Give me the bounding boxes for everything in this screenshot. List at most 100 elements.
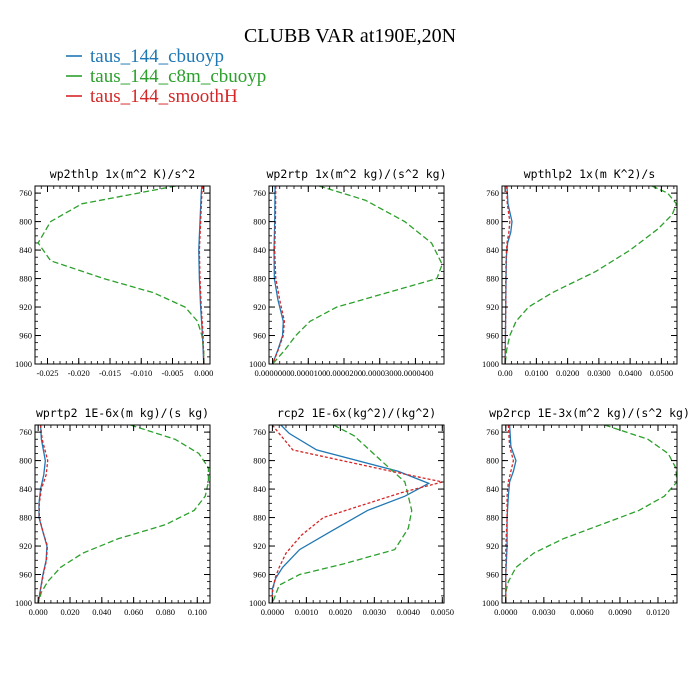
x-tick-label: -0.005 bbox=[162, 368, 184, 378]
legend-label: taus_144_c8m_cbuoyp bbox=[90, 66, 266, 87]
legend-entry: taus_144_smoothH bbox=[66, 86, 238, 107]
y-tick-label: 1000 bbox=[249, 359, 266, 369]
series-line bbox=[37, 425, 49, 603]
y-tick-label: 800 bbox=[486, 217, 499, 227]
legend: taus_144_cbuoyptaus_144_c8m_cbuoyptaus_1… bbox=[66, 46, 266, 107]
x-tick-label: 0.0120 bbox=[646, 607, 669, 617]
x-tick-label: 0.0010 bbox=[295, 607, 318, 617]
x-tick-label: 0.0030 bbox=[363, 607, 386, 617]
y-tick-label: 880 bbox=[19, 274, 32, 284]
y-tick-label: 800 bbox=[253, 456, 266, 466]
x-tick-label: 0.040 bbox=[92, 607, 111, 617]
x-tick-label: 0.0060 bbox=[570, 607, 593, 617]
legend-label: taus_144_cbuoyp bbox=[90, 46, 224, 67]
x-tick-label: 0.0000100 bbox=[290, 368, 326, 378]
y-tick-label: 960 bbox=[253, 570, 266, 580]
x-tick-label: 0.080 bbox=[156, 607, 175, 617]
chart-panel: wp2thlp 1x(m^2 K)/s^2-0.025 -0.020 -0.015-… bbox=[15, 167, 213, 378]
y-tick-label: 920 bbox=[486, 302, 499, 312]
panel-title: wprtp2 1E-6x(m kg)/(s kg) bbox=[36, 406, 209, 420]
y-tick-label: 880 bbox=[486, 274, 499, 284]
y-tick-label: 800 bbox=[253, 217, 266, 227]
y-tick-label: 800 bbox=[19, 456, 32, 466]
y-tick-label: 800 bbox=[19, 217, 32, 227]
series-line bbox=[37, 425, 210, 603]
x-tick-label: 0.100 bbox=[188, 607, 207, 617]
x-tick-label: 0.0200 bbox=[556, 368, 579, 378]
series-line bbox=[271, 425, 443, 603]
x-tick-label: 0.0400 bbox=[618, 368, 641, 378]
x-tick-label: 0.0300 bbox=[587, 368, 610, 378]
plot-frame bbox=[34, 424, 211, 604]
x-tick-label: 0.00 bbox=[498, 368, 513, 378]
y-tick-label: 760 bbox=[253, 188, 266, 198]
panel-title: rcp2 1E-6x(kg^2)/(kg^2) bbox=[277, 406, 436, 420]
legend-entry: taus_144_cbuoyp bbox=[66, 46, 224, 67]
x-tick-label: 0.0020 bbox=[329, 607, 352, 617]
x-tick-label: 0.0000 bbox=[261, 607, 284, 617]
y-tick-label: 920 bbox=[486, 541, 499, 551]
panel-title: wp2rtp 1x(m^2 kg)/(s^2 kg) bbox=[266, 167, 446, 181]
series-line bbox=[198, 186, 205, 364]
legend-entry: taus_144_c8m_cbuoyp bbox=[66, 66, 266, 87]
chart-panel: wpthlp2 1x(m K^2)/s 0.00 0.0100 0.0200 0.030… bbox=[482, 167, 678, 378]
chart-panel: wp2rtp 1x(m^2 kg)/(s^2 kg)0.0000000 0.000… bbox=[249, 167, 447, 378]
y-tick-label: 840 bbox=[253, 245, 266, 255]
x-tick-label: 0.0040 bbox=[397, 607, 420, 617]
x-tick-label: 0.0500 bbox=[650, 368, 673, 378]
x-tick-label: -0.020 bbox=[68, 368, 90, 378]
y-tick-label: 760 bbox=[486, 427, 499, 437]
x-tick-label: 0.000 bbox=[194, 368, 213, 378]
y-tick-label: 960 bbox=[19, 570, 32, 580]
x-tick-label: -0.010 bbox=[130, 368, 152, 378]
y-tick-label: 920 bbox=[19, 302, 32, 312]
series-line bbox=[271, 186, 286, 364]
y-tick-label: 1000 bbox=[15, 359, 32, 369]
series-line bbox=[37, 186, 205, 364]
y-tick-label: 880 bbox=[486, 513, 499, 523]
y-tick-label: 920 bbox=[19, 541, 32, 551]
series-line bbox=[272, 186, 443, 364]
y-tick-label: 760 bbox=[19, 188, 32, 198]
x-tick-label: 0.0050 bbox=[431, 607, 454, 617]
x-tick-label: -0.025 bbox=[37, 368, 59, 378]
plot-frame bbox=[268, 185, 445, 365]
x-tick-label: 0.000 bbox=[29, 607, 48, 617]
series-line bbox=[271, 425, 431, 603]
legend-label: taus_144_smoothH bbox=[90, 86, 238, 107]
y-tick-label: 920 bbox=[253, 302, 266, 312]
y-tick-label: 880 bbox=[253, 513, 266, 523]
y-tick-label: 840 bbox=[19, 484, 32, 494]
y-tick-label: 960 bbox=[253, 331, 266, 341]
y-tick-label: 960 bbox=[486, 331, 499, 341]
y-tick-label: 840 bbox=[253, 484, 266, 494]
y-tick-label: 760 bbox=[253, 427, 266, 437]
x-tick-label: 0.060 bbox=[124, 607, 143, 617]
chart-panel: wprtp2 1E-6x(m kg)/(s kg) 0.000 0.020 0.040… bbox=[15, 406, 211, 617]
panel-title: wp2rcp 1E-3x(m^2 kg)/(s^2 kg) bbox=[489, 406, 690, 420]
chart-panel: rcp2 1E-6x(kg^2)/(kg^2) 0.0000 0.0010 0.002… bbox=[249, 406, 454, 617]
x-tick-label: 0.0000 bbox=[494, 607, 517, 617]
y-tick-label: 840 bbox=[486, 245, 499, 255]
figure-title: CLUBB VAR at190E,20N bbox=[244, 25, 456, 47]
y-tick-label: 960 bbox=[19, 331, 32, 341]
y-tick-label: 840 bbox=[19, 245, 32, 255]
plot-frame bbox=[268, 424, 445, 604]
y-tick-label: 760 bbox=[486, 188, 499, 198]
series-line bbox=[505, 425, 677, 603]
plot-frame bbox=[501, 424, 678, 604]
y-tick-label: 1000 bbox=[249, 598, 266, 608]
x-tick-label: -0.015 bbox=[99, 368, 121, 378]
plot-frame bbox=[34, 185, 211, 365]
y-tick-label: 880 bbox=[253, 274, 266, 284]
x-tick-label: 0.0100 bbox=[525, 368, 548, 378]
y-tick-label: 960 bbox=[486, 570, 499, 580]
panel-title: wpthlp2 1x(m K^2)/s bbox=[524, 167, 656, 181]
y-tick-label: 920 bbox=[253, 541, 266, 551]
x-tick-label: 0.0090 bbox=[608, 607, 631, 617]
series-line bbox=[504, 186, 677, 364]
y-tick-label: 880 bbox=[19, 513, 32, 523]
x-tick-label: 0.0000400 bbox=[397, 368, 433, 378]
y-tick-label: 760 bbox=[19, 427, 32, 437]
